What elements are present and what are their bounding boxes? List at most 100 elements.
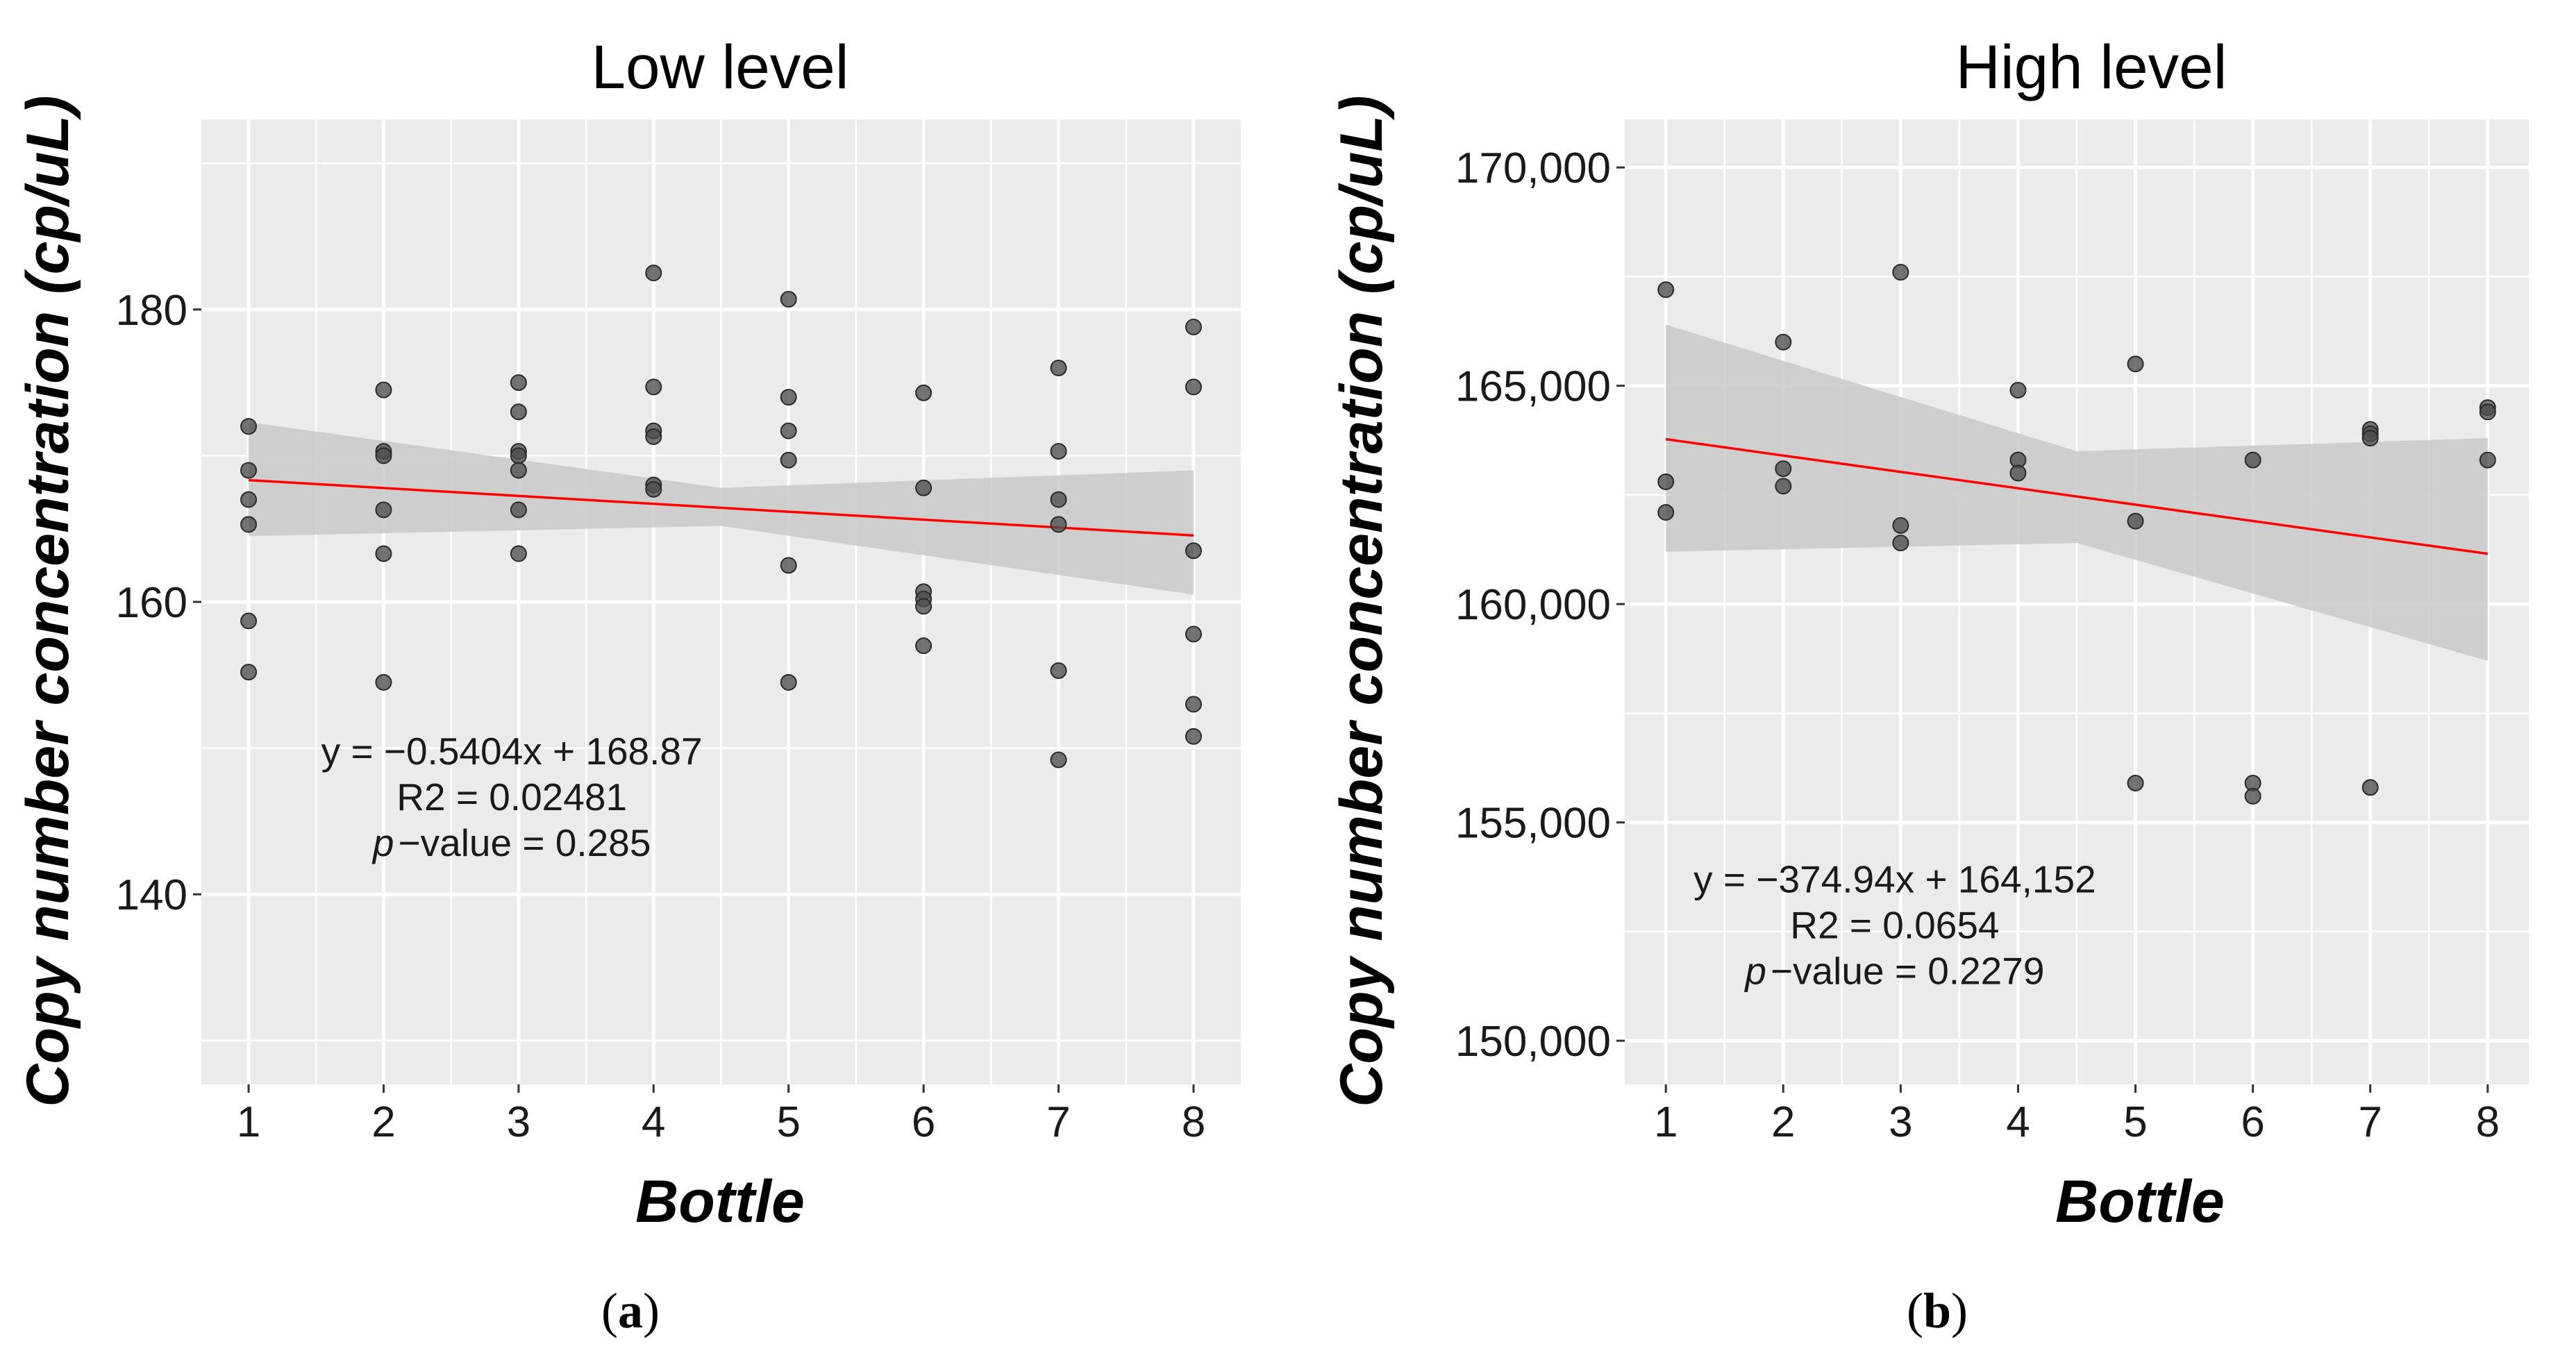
data-point	[1050, 516, 1067, 533]
y-axis-title: Copy number concentration (cp/uL)	[1328, 95, 1395, 1107]
y-tick-label: 160,000	[1455, 581, 1611, 629]
x-tick-label: 7	[1046, 1098, 1070, 1146]
p-value-label: p −value = 0.2279	[1743, 949, 2044, 992]
data-points-group	[240, 265, 1202, 769]
y-tick-label: 155,000	[1455, 800, 1611, 848]
data-point	[375, 381, 392, 398]
data-point	[240, 664, 258, 681]
regression-annotation: y = −0.5404x + 168.87 R2 = 0.02481 p −val…	[321, 730, 703, 864]
data-point	[1657, 473, 1675, 491]
regression-line-group	[248, 478, 1194, 537]
data-point	[780, 451, 797, 469]
regression-line-group	[1665, 437, 2489, 555]
data-point	[645, 265, 662, 282]
panel-caption-b: (b)	[1907, 1283, 1968, 1339]
y-tick-label: 180	[116, 287, 187, 335]
x-tick-label: 5	[2123, 1098, 2147, 1146]
data-point	[240, 612, 258, 630]
data-point	[510, 374, 527, 392]
panel-label-b: b	[1923, 1283, 1951, 1339]
chart-title: Low level	[591, 32, 848, 101]
regression-equation: y = −374.94x + 164,152	[1693, 857, 2096, 900]
y-tick-label: 150,000	[1455, 1018, 1611, 1066]
data-point	[915, 384, 932, 401]
regression-equation: y = −0.5404x + 168.87	[321, 730, 703, 773]
y-tick-label: 170,000	[1455, 144, 1611, 192]
x-tick-label: 8	[2476, 1098, 2500, 1146]
x-tick-label: 1	[237, 1098, 260, 1146]
regression-line	[248, 478, 1194, 537]
data-point	[1050, 662, 1067, 679]
x-axis-title: Bottle	[2055, 1168, 2225, 1235]
chart-title: High level	[1956, 32, 2227, 101]
data-point	[240, 462, 258, 479]
y-tick-label: 160	[116, 579, 187, 627]
data-point	[1185, 626, 1202, 643]
data-point	[1775, 460, 1792, 478]
data-point	[510, 403, 527, 421]
x-tick-label: 8	[1182, 1098, 1205, 1146]
data-point	[2127, 355, 2144, 373]
data-point	[1892, 517, 1909, 534]
data-point	[780, 557, 797, 574]
data-point	[2244, 451, 2261, 469]
data-point	[1775, 478, 1792, 495]
data-point	[2244, 787, 2261, 805]
p-value-text: −value = 0.285	[398, 821, 651, 864]
data-point	[2127, 512, 2144, 530]
data-point	[915, 479, 932, 496]
x-tick-label: 3	[1889, 1098, 1912, 1146]
x-tick-label: 6	[912, 1098, 935, 1146]
data-points-group	[1657, 264, 2496, 805]
panel-caption-a: (a)	[601, 1283, 660, 1339]
axis-ticks-group: 1 2 3 4 5 6 7 8 150,000 155,000 160,000 165,000 170,…	[1455, 144, 2500, 1146]
data-point	[375, 545, 392, 562]
x-tick-label: 5	[776, 1098, 800, 1146]
data-point	[1185, 542, 1202, 560]
data-point	[1050, 443, 1067, 460]
chart-panel-high-level: High level 1 2 3 4 5 6 7 8 150,000 155,000 160,000…	[1328, 32, 2529, 1339]
data-point	[1050, 751, 1067, 769]
regression-annotation: y = −374.94x + 164,152 R2 = 0.0654 p −val…	[1693, 857, 2096, 992]
data-point	[1185, 728, 1202, 745]
x-tick-label: 4	[2006, 1098, 2030, 1146]
data-point	[240, 516, 258, 533]
data-point	[2127, 775, 2144, 792]
data-point	[2361, 779, 2379, 796]
data-point	[1775, 333, 1792, 351]
data-point	[375, 673, 392, 691]
p-value-text: −value = 0.2279	[1771, 949, 2045, 992]
x-tick-label: 3	[507, 1098, 530, 1146]
data-point	[1185, 696, 1202, 713]
confidence-band-group	[1666, 324, 2488, 661]
data-point	[780, 291, 797, 308]
data-point	[240, 491, 258, 508]
data-point	[645, 480, 662, 498]
y-tick-label: 140	[116, 871, 187, 919]
data-point	[375, 501, 392, 519]
data-point	[1050, 491, 1067, 508]
data-point	[1185, 378, 1202, 396]
data-point	[1892, 535, 1909, 552]
data-point	[645, 428, 662, 446]
p-symbol: p	[371, 821, 394, 864]
data-point	[510, 447, 527, 464]
x-tick-label: 2	[1771, 1098, 1795, 1146]
data-point	[780, 422, 797, 439]
x-axis-title: Bottle	[635, 1168, 805, 1235]
data-point	[510, 545, 527, 562]
data-point	[510, 462, 527, 479]
x-tick-label: 4	[642, 1098, 665, 1146]
data-point	[645, 378, 662, 396]
data-point	[2479, 403, 2496, 421]
data-point	[1050, 360, 1067, 377]
x-tick-label: 7	[2358, 1098, 2382, 1146]
data-point	[510, 501, 527, 519]
data-point	[2009, 464, 2027, 482]
data-point	[915, 637, 932, 655]
confidence-band	[1666, 324, 2488, 661]
data-point	[2361, 430, 2379, 447]
data-point	[915, 598, 932, 615]
x-tick-label: 6	[2241, 1098, 2264, 1146]
